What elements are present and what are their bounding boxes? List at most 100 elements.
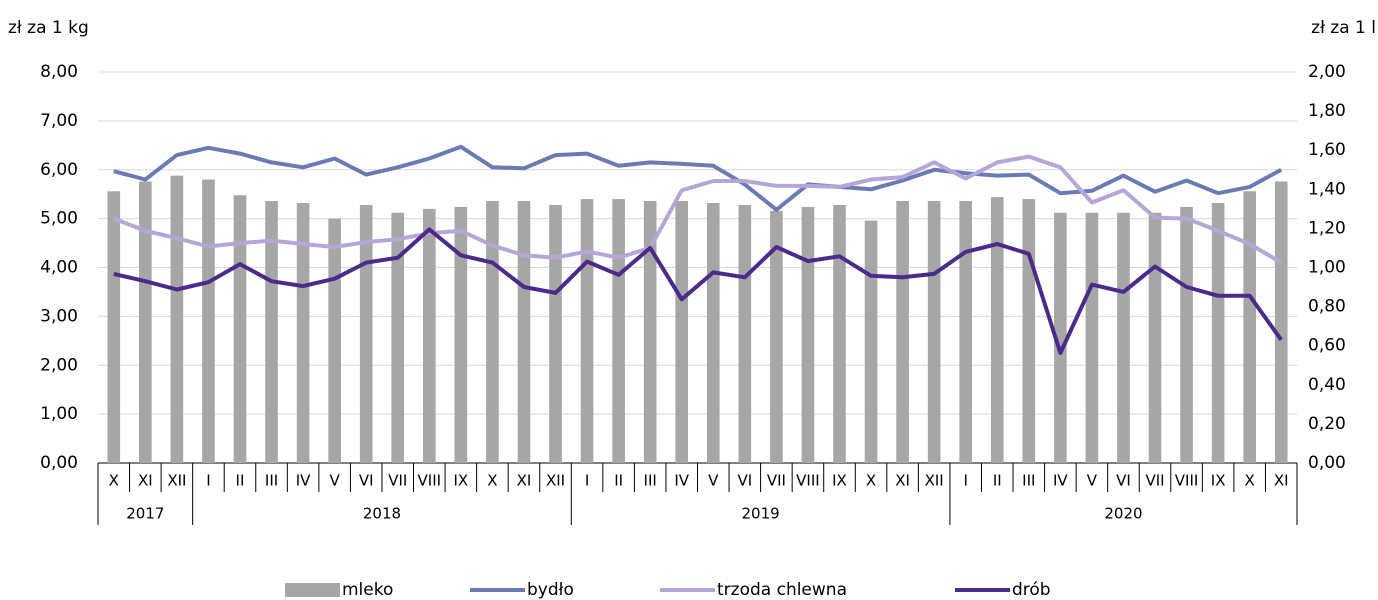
x-tick-label: III: [265, 472, 278, 490]
x-tick-label: I: [585, 472, 589, 490]
x-tick-label: V: [708, 472, 719, 490]
y2-tick-label: 0,60: [1308, 336, 1346, 356]
x-tick-label: IX: [1211, 472, 1226, 490]
line: [113, 144, 1283, 212]
line: [113, 154, 1283, 265]
x-tick-label: VIII: [418, 472, 442, 490]
y-tick-label: 8,00: [40, 62, 78, 82]
bar: [486, 201, 499, 463]
y2-tick-label: 1,60: [1308, 140, 1346, 160]
y2-axis-label: zł za 1 l: [1311, 18, 1376, 38]
bar: [927, 201, 941, 463]
bar: [833, 204, 846, 463]
bar: [1211, 202, 1225, 464]
y2-tick-label: 1,40: [1308, 179, 1346, 199]
x-tick-label: XII: [546, 472, 565, 490]
bar: [391, 212, 405, 463]
x-tick-label: V: [1087, 472, 1098, 490]
x-tick-label: VIII: [1175, 472, 1199, 490]
bar: [422, 208, 436, 463]
x-tick-label: III: [644, 472, 657, 490]
group-label: 2019: [742, 505, 780, 523]
y2-tick-label: 1,00: [1308, 258, 1346, 278]
x-tick-label: IV: [1053, 472, 1068, 490]
x-tick-label: V: [330, 472, 341, 490]
x-tick-label: I: [206, 472, 210, 490]
bar: [107, 191, 121, 463]
y-tick-label: 5,00: [40, 209, 78, 229]
y-tick-label: 0,00: [40, 453, 78, 473]
bar: [1180, 206, 1193, 463]
x-tick-label: VII: [1145, 472, 1164, 490]
group-label: 2018: [363, 505, 401, 523]
bar: [959, 201, 973, 463]
x-tick-label: XI: [895, 472, 910, 490]
bar: [359, 204, 373, 463]
bar: [1274, 181, 1288, 464]
y2-tick-label: 0,40: [1308, 375, 1346, 395]
x-tick-label: II: [993, 472, 1002, 490]
y-tick-label: 6,00: [40, 160, 78, 180]
y2-tick-label: 2,00: [1308, 62, 1346, 82]
y2-tick-label: 0,20: [1308, 414, 1346, 434]
legend-key: [285, 583, 340, 597]
group-label: 2017: [126, 505, 164, 523]
bar: [1148, 212, 1162, 463]
x-tick-label: XI: [517, 472, 532, 490]
bar: [233, 195, 247, 464]
x-tick-label: IX: [454, 472, 469, 490]
bar: [549, 204, 562, 463]
bar: [770, 210, 783, 463]
bar: [1243, 191, 1256, 463]
x-tick-label: X: [866, 472, 876, 490]
y-tick-label: 1,00: [40, 404, 78, 424]
group-label: 2020: [1104, 505, 1142, 523]
x-tick-label: XI: [1274, 472, 1289, 490]
x-tick-label: VIII: [796, 472, 820, 490]
bar: [139, 181, 152, 464]
bar: [170, 175, 184, 464]
y2-tick-label: 0,00: [1308, 453, 1346, 473]
x-tick-label: XII: [925, 472, 944, 490]
legend-label: bydło: [527, 580, 574, 600]
bar: [612, 199, 625, 463]
x-tick-label: XI: [138, 472, 153, 490]
x-tick-label: VII: [388, 472, 407, 490]
x-tick-label: X: [109, 472, 119, 490]
x-tick-label: II: [236, 472, 245, 490]
x-tick-label: III: [1022, 472, 1035, 490]
bar: [1085, 212, 1099, 463]
bar: [580, 199, 594, 463]
y-axis-label: zł za 1 kg: [8, 18, 89, 38]
x-tick-label: II: [614, 472, 623, 490]
bar: [1054, 212, 1067, 463]
y-tick-label: 7,00: [40, 111, 78, 131]
bar: [896, 201, 909, 463]
bar: [202, 179, 215, 463]
x-tick-label: VI: [359, 472, 374, 490]
bar: [328, 218, 341, 463]
x-tick-label: I: [963, 472, 967, 490]
y-tick-label: 2,00: [40, 355, 78, 375]
y2-tick-label: 1,80: [1308, 101, 1346, 121]
x-tick-label: IX: [832, 472, 847, 490]
x-tick-label: VI: [737, 472, 752, 490]
bar: [1117, 212, 1130, 463]
y-tick-label: 3,00: [40, 306, 78, 326]
bar: [990, 197, 1004, 463]
x-tick-label: VII: [767, 472, 786, 490]
x-tick-label: XII: [167, 472, 186, 490]
legend-label: mleko: [342, 580, 393, 600]
y-tick-label: 4,00: [40, 258, 78, 278]
y2-tick-label: 1,20: [1308, 218, 1346, 238]
legend-label: drób: [1012, 580, 1051, 600]
x-tick-label: X: [1245, 472, 1255, 490]
line: [113, 227, 1283, 355]
x-tick-label: IV: [296, 472, 311, 490]
bar: [643, 201, 657, 463]
bar: [675, 201, 689, 463]
bar: [706, 202, 720, 464]
bar: [517, 201, 531, 463]
bar: [738, 204, 752, 463]
y2-tick-label: 0,80: [1308, 297, 1346, 317]
